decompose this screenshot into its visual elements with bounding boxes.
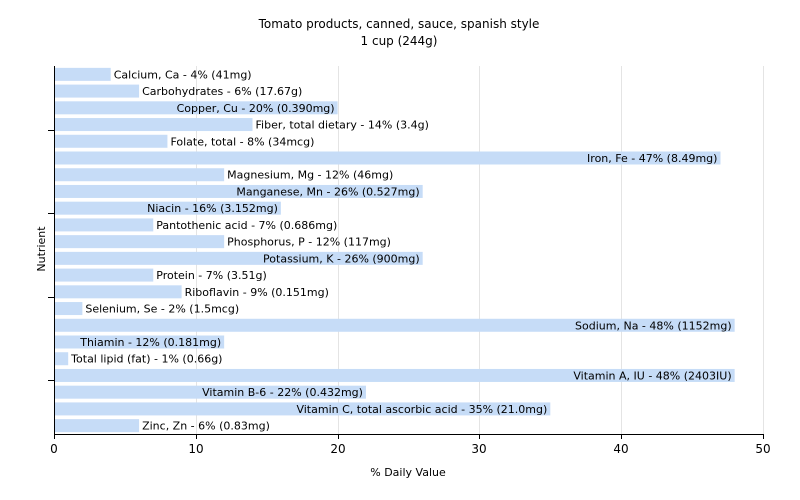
bar	[55, 84, 140, 98]
bar	[55, 352, 69, 366]
bar	[55, 201, 281, 215]
x-tick-label: 0	[50, 442, 58, 456]
bar-label: Phosphorus, P - 12% (117mg)	[227, 236, 391, 249]
bar-label: Sodium, Na - 48% (1152mg)	[575, 319, 732, 332]
bar	[55, 318, 735, 332]
bar-label: Niacin - 16% (3.152mg)	[147, 202, 278, 215]
bar	[55, 151, 721, 165]
bar-label: Vitamin B-6 - 22% (0.432mg)	[202, 386, 363, 399]
bar	[55, 302, 83, 316]
axes: 0 10 20 30 40 50	[48, 66, 771, 456]
chart-subtitle: 1 cup (244g)	[361, 34, 438, 48]
bar	[55, 368, 735, 382]
bar	[55, 235, 225, 249]
bar-label: Carbohydrates - 6% (17.67g)	[142, 85, 302, 98]
bars: Calcium, Ca - 4% (41mg) Carbohydrates - 6…	[55, 67, 735, 433]
bar	[55, 268, 154, 282]
x-tick-label: 10	[188, 442, 203, 456]
bar-label: Manganese, Mn - 26% (0.527mg)	[236, 185, 419, 198]
bar-label: Iron, Fe - 47% (8.49mg)	[587, 152, 717, 165]
bar	[55, 419, 140, 433]
bar	[55, 67, 111, 81]
y-axis-label: Nutrient	[35, 226, 48, 272]
bar	[55, 285, 182, 299]
bar	[55, 335, 225, 349]
bar-label: Riboflavin - 9% (0.151mg)	[185, 286, 329, 299]
bar	[55, 118, 253, 132]
bar	[55, 218, 154, 232]
bar	[55, 402, 551, 416]
bar	[55, 101, 338, 115]
bar-label: Selenium, Se - 2% (1.5mcg)	[85, 303, 239, 316]
bar-label: Fiber, total dietary - 14% (3.4g)	[256, 119, 429, 132]
bar-label: Copper, Cu - 20% (0.390mg)	[177, 102, 335, 115]
bar-label: Pantothenic acid - 7% (0.686mg)	[156, 219, 337, 232]
bar	[55, 168, 225, 182]
bar-label: Total lipid (fat) - 1% (0.66g)	[70, 353, 222, 366]
bar-label: Calcium, Ca - 4% (41mg)	[114, 68, 252, 81]
bar-label: Vitamin C, total ascorbic acid - 35% (21…	[296, 403, 547, 416]
bar-label: Vitamin A, IU - 48% (2403IU)	[573, 369, 731, 382]
bar-label: Protein - 7% (3.51g)	[156, 269, 267, 282]
bar-label: Zinc, Zn - 6% (0.83mg)	[142, 420, 270, 433]
bar	[55, 134, 168, 148]
x-tick-label: 40	[613, 442, 628, 456]
x-tick-label: 20	[330, 442, 345, 456]
bar	[55, 184, 423, 198]
bar-label: Thiamin - 12% (0.181mg)	[79, 336, 221, 349]
bar-label: Potassium, K - 26% (900mg)	[263, 252, 420, 265]
x-tick-label: 30	[471, 442, 486, 456]
bar-label: Folate, total - 8% (34mcg)	[170, 135, 314, 148]
x-tick-label: 50	[755, 442, 770, 456]
bar-label: Magnesium, Mg - 12% (46mg)	[227, 169, 393, 182]
x-axis-label: % Daily Value	[370, 466, 446, 479]
bar	[55, 385, 366, 399]
bar	[55, 251, 423, 265]
chart-title: Tomato products, canned, sauce, spanish …	[258, 17, 540, 31]
